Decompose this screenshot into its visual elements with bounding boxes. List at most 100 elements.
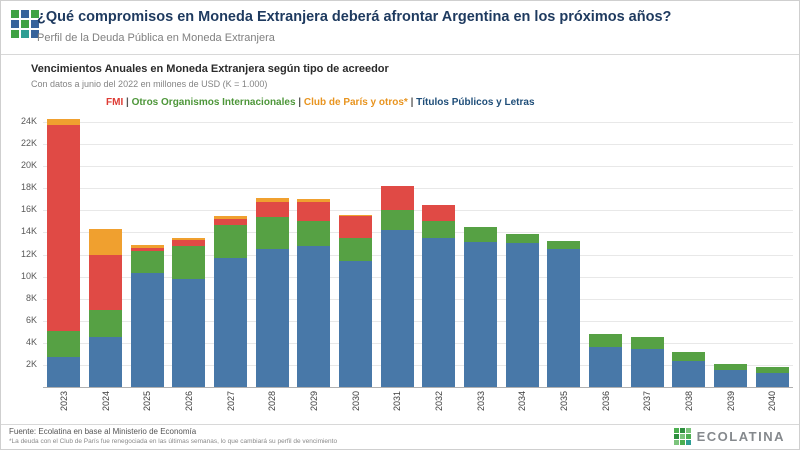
bar-segment-2026 [172, 278, 206, 387]
bar-segment-2040 [755, 367, 789, 373]
legend: FMI | Otros Organismos Internacionales |… [106, 97, 535, 108]
gridline [43, 232, 793, 234]
logo-square [21, 20, 29, 28]
source-text: Fuente: Ecolatina en base al Ministerio … [9, 427, 197, 436]
gridline [43, 210, 793, 212]
logo-square [673, 428, 679, 433]
logo-square [679, 434, 685, 439]
bar-segment-2028 [255, 249, 289, 387]
y-axis-label: 8K [25, 292, 37, 303]
legend-item: Títulos Públicos y Letras [416, 97, 535, 108]
bar-segment-2032 [422, 221, 456, 238]
bar-segment-2024 [89, 337, 122, 387]
ecolatina-grid-icon [11, 10, 39, 38]
logo-square [31, 30, 39, 38]
y-axis-label: 20K [20, 160, 37, 171]
bar-segment-2029 [297, 199, 331, 202]
y-axis-label: 4K [25, 336, 37, 347]
bar-segment-2026 [172, 240, 206, 246]
bar-segment-2023 [47, 330, 81, 358]
x-axis-label: 2038 [683, 391, 694, 412]
logo-square [673, 440, 679, 445]
footnote-text: *La deuda con el Club de París fue reneg… [9, 438, 338, 445]
x-axis-line [43, 387, 793, 388]
bar-segment-2023 [47, 118, 81, 126]
y-axis-label: 14K [20, 226, 37, 237]
bar-segment-2031 [380, 210, 414, 231]
bar-segment-2036 [589, 347, 622, 387]
bar-segment-2025 [130, 273, 164, 387]
bar-segment-2032 [422, 237, 456, 387]
logo-square [685, 428, 691, 433]
logo-square [673, 434, 679, 439]
x-axis-label: 2024 [100, 391, 111, 412]
x-axis-label: 2036 [600, 391, 611, 412]
logo-square [685, 440, 691, 445]
logo-square [11, 10, 19, 18]
bar-segment-2030 [339, 237, 372, 262]
logo-square [11, 30, 19, 38]
bar-segment-2026 [172, 237, 206, 241]
plot-area: 2K 4K 6K 8K 10K 12K 14K 16K 18K 20K 22K 24K 2023 2024… [1, 111, 799, 427]
bar-segment-2030 [339, 215, 372, 238]
bar-segment-2029 [297, 245, 331, 387]
bar-segment-2030 [339, 214, 372, 216]
bar-segment-2038 [672, 360, 706, 387]
header-divider [1, 54, 799, 55]
legend-separator: | [123, 97, 132, 108]
x-axis-label: 2030 [350, 391, 361, 412]
bar-segment-2025 [130, 244, 164, 248]
bar-segment-2028 [255, 198, 289, 202]
bar-segment-2039 [714, 363, 747, 371]
logo-square [21, 30, 29, 38]
y-axis-label: 6K [25, 314, 37, 325]
page-subtitle: Perfil de la Deuda Pública en Moneda Ext… [37, 32, 275, 44]
gridline [43, 122, 793, 124]
x-axis-label: 2033 [475, 391, 486, 412]
logo-square [31, 10, 39, 18]
gridline [43, 320, 793, 322]
x-axis-label: 2040 [767, 391, 778, 412]
bar-segment-2034 [505, 233, 539, 244]
bar-segment-2024 [89, 229, 122, 255]
bar-segment-2031 [380, 186, 414, 211]
bar-segment-2035 [547, 249, 581, 387]
bar-segment-2024 [89, 309, 122, 338]
bar-segment-2033 [464, 242, 497, 387]
x-axis-label: 2035 [558, 391, 569, 412]
gridline [43, 298, 793, 300]
brand: ECOLATINA [673, 428, 785, 445]
bar-segment-2039 [714, 370, 747, 387]
bar-segment-2027 [214, 257, 247, 387]
legend-separator: | [295, 97, 304, 108]
bar-segment-2028 [255, 216, 289, 249]
bar-segment-2025 [130, 251, 164, 274]
x-axis-label: 2027 [225, 391, 236, 412]
bar-segment-2031 [380, 230, 414, 387]
page-title: ¿Qué compromisos en Moneda Extranjera de… [37, 9, 672, 25]
x-axis-label: 2025 [142, 391, 153, 412]
legend-item: Otros Organismos Internacionales [131, 97, 296, 108]
gridline [43, 254, 793, 256]
y-axis-label: 16K [20, 204, 37, 215]
bar-segment-2032 [422, 204, 456, 222]
y-axis-label: 12K [20, 248, 37, 259]
x-axis-label: 2023 [58, 391, 69, 412]
logo-square [21, 10, 29, 18]
legend-item: Club de París y otros* [303, 97, 408, 108]
x-axis-label: 2029 [308, 391, 319, 412]
logo-square [679, 440, 685, 445]
x-axis-label: 2031 [392, 391, 403, 412]
x-axis-label: 2032 [433, 391, 444, 412]
logo-square [31, 20, 39, 28]
y-axis-label: 18K [20, 182, 37, 193]
gridline [43, 364, 793, 366]
x-axis-label: 2039 [725, 391, 736, 412]
bar-segment-2024 [89, 254, 122, 310]
chart-title: Vencimientos Anuales en Moneda Extranjer… [31, 63, 389, 75]
y-axis-label: 22K [20, 138, 37, 149]
bar-segment-2025 [130, 247, 164, 252]
footer-divider [1, 424, 799, 425]
gridline [43, 342, 793, 344]
y-axis-label: 24K [20, 116, 37, 127]
